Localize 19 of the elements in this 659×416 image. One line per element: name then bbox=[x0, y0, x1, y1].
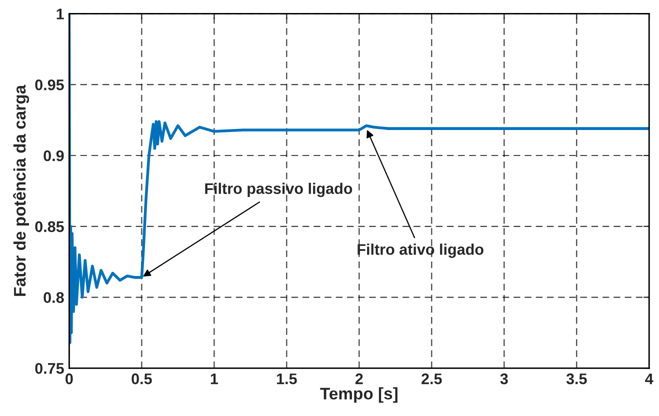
y-tick-label: 0.9 bbox=[44, 150, 64, 162]
x-tick-label: 4 bbox=[645, 374, 654, 384]
x-tick-label: 1 bbox=[210, 374, 218, 384]
x-tick-label: 0.5 bbox=[132, 373, 152, 384]
x-tick-label: 2.5 bbox=[422, 373, 442, 384]
x-tick-label: 2 bbox=[355, 373, 363, 384]
x-tick-label: 1.5 bbox=[277, 374, 297, 384]
y-tick-label: 0.8 bbox=[44, 292, 64, 303]
y-tick-label: 0.95 bbox=[35, 79, 64, 90]
x-tick-label: 3.5 bbox=[566, 373, 587, 384]
y-axis-title: Fator de potência da carga bbox=[13, 84, 30, 296]
y-tick-label: 0.75 bbox=[35, 363, 64, 374]
annotation: Filtro ativo ligado bbox=[358, 244, 484, 258]
x-tick-label: 0 bbox=[66, 373, 73, 384]
x-tick-label: 3 bbox=[500, 373, 508, 384]
annotation: Filtro passivo ligado bbox=[205, 182, 352, 198]
y-tick-label: 1 bbox=[56, 8, 64, 20]
y-tick-label: 0.85 bbox=[35, 221, 64, 232]
x-axis-title: Tempo [s] bbox=[320, 387, 398, 403]
